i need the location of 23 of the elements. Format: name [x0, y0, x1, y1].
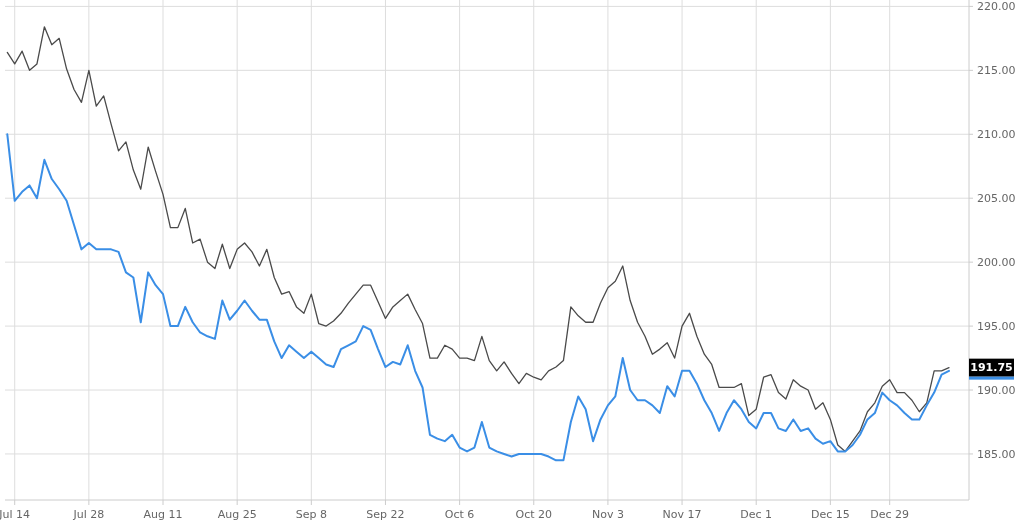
x-tick-label: Aug 25 — [217, 508, 257, 521]
x-tick-label: Sep 8 — [295, 508, 327, 521]
y-tick-label: 210.00 — [977, 128, 1016, 142]
y-tick-label: 200.00 — [977, 256, 1016, 269]
y-tick-label: 220.00 — [977, 0, 1016, 14]
x-tick-label: Dec 1 — [740, 508, 773, 521]
y-tick-label: 205.00 — [977, 192, 1016, 206]
x-tick-label: Oct 20 — [515, 508, 553, 521]
text: 191.75 — [970, 361, 1013, 375]
y-tick-label: 215.00 — [977, 64, 1016, 78]
x-tick-label: Dec 15 — [810, 508, 850, 521]
x-tick-label: Nov 3 — [591, 508, 624, 521]
x-tick-label: Aug 11 — [143, 508, 183, 521]
y-tick-label: 195.00 — [977, 319, 1016, 333]
y-tick-label: 185.00 — [977, 447, 1016, 461]
x-tick-label: Sep 22 — [366, 508, 405, 521]
x-tick-label: Dec 29 — [870, 508, 910, 521]
y-tick-label: 190.00 — [977, 383, 1016, 397]
line-series — [6, 26, 950, 453]
x-tick-label: Jul 28 — [72, 508, 105, 521]
line-series — [6, 133, 950, 462]
x-tick-label: Oct 6 — [444, 508, 475, 521]
x-tick-label: Nov 17 — [662, 508, 702, 521]
